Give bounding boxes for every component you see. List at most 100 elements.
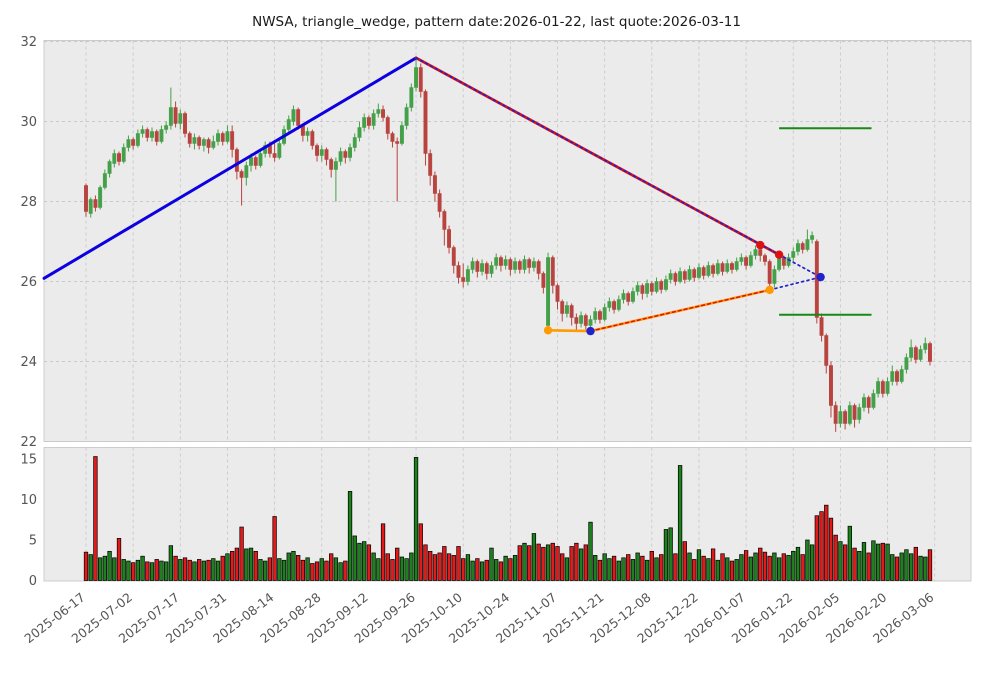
candle-body bbox=[767, 261, 772, 284]
candle-body bbox=[640, 285, 645, 294]
volume-bar bbox=[649, 550, 654, 581]
volume-bar bbox=[291, 550, 296, 581]
candle-body bbox=[527, 259, 532, 268]
candle-body bbox=[550, 257, 555, 286]
volume-bar bbox=[418, 523, 423, 581]
candle-body bbox=[456, 265, 461, 278]
volume-bar bbox=[739, 554, 744, 581]
candle-body bbox=[588, 319, 593, 326]
volume-bar bbox=[913, 546, 918, 581]
volume-bar bbox=[173, 555, 178, 581]
candle-body bbox=[343, 151, 348, 158]
candle-body bbox=[711, 265, 716, 274]
candle-body bbox=[88, 199, 93, 214]
volume-bar bbox=[413, 457, 419, 581]
candle-body bbox=[555, 285, 560, 302]
volume-bar bbox=[93, 456, 98, 581]
volume-bar bbox=[248, 547, 254, 581]
volume-bar bbox=[409, 552, 414, 581]
volume-bar bbox=[838, 541, 843, 581]
candle-body bbox=[630, 291, 635, 302]
candle-body bbox=[847, 405, 852, 424]
volume-bar bbox=[786, 555, 791, 581]
pivot-dot bbox=[543, 326, 553, 335]
candle-body bbox=[923, 343, 928, 350]
volume-bar bbox=[659, 554, 664, 581]
volume-bar bbox=[927, 549, 933, 581]
candle-body bbox=[291, 109, 296, 122]
volume-bar bbox=[805, 539, 810, 581]
volume-bar bbox=[682, 541, 687, 581]
candle-body bbox=[253, 157, 258, 166]
candle-body bbox=[885, 381, 890, 394]
candle-body bbox=[682, 271, 687, 280]
candle-body bbox=[715, 263, 720, 274]
candle-body bbox=[791, 251, 796, 258]
apex-projection-lower bbox=[768, 276, 822, 291]
volume-bar bbox=[875, 543, 881, 581]
volume-bar bbox=[83, 551, 89, 581]
volume-bar bbox=[758, 547, 763, 581]
volume-bar bbox=[88, 554, 93, 581]
volume-bar bbox=[442, 546, 447, 581]
candle-body bbox=[324, 149, 329, 160]
candle-body bbox=[286, 119, 291, 130]
candle-body bbox=[357, 127, 362, 138]
candle-body bbox=[654, 281, 659, 292]
volume-bar bbox=[333, 557, 339, 581]
volume-bar bbox=[743, 550, 749, 581]
volume-bar bbox=[894, 556, 900, 581]
candle-body bbox=[366, 117, 371, 126]
candle-body bbox=[121, 147, 126, 162]
volume-bar bbox=[164, 561, 169, 581]
y-tick-label: 32 bbox=[20, 35, 37, 50]
candle-body bbox=[645, 283, 650, 294]
candle-body bbox=[734, 261, 739, 270]
volume-bar bbox=[861, 542, 867, 581]
volume-bar bbox=[286, 552, 291, 581]
volume-bar bbox=[154, 559, 159, 581]
candle-body bbox=[465, 269, 470, 282]
chart-title: NWSA, triangle_wedge, pattern date:2026-… bbox=[252, 14, 741, 30]
candle-body bbox=[451, 247, 456, 266]
volume-bar bbox=[428, 550, 433, 581]
candle-body bbox=[895, 371, 899, 382]
candle-body bbox=[362, 117, 367, 128]
volume-bar bbox=[852, 547, 857, 581]
volume-bar bbox=[395, 547, 400, 581]
candle-body bbox=[390, 133, 395, 142]
candle-body bbox=[418, 67, 423, 92]
volume-bar bbox=[781, 553, 786, 581]
pivot-dot bbox=[774, 250, 784, 259]
candle-body bbox=[909, 347, 914, 358]
volume-bar bbox=[720, 553, 725, 581]
candle-body bbox=[805, 239, 810, 250]
volume-bar bbox=[602, 553, 607, 581]
volume-bar bbox=[112, 557, 117, 581]
candle-body bbox=[522, 259, 527, 270]
volume-bar bbox=[484, 559, 489, 581]
volume-bar bbox=[522, 542, 527, 581]
volume-bar bbox=[230, 550, 235, 581]
volume-bar bbox=[362, 541, 367, 581]
candle-body bbox=[178, 113, 183, 124]
volume-bar bbox=[692, 559, 697, 581]
candle-body bbox=[706, 265, 711, 276]
volume-bar bbox=[475, 558, 480, 581]
volume-bar bbox=[399, 556, 405, 581]
candle-body bbox=[272, 153, 277, 158]
volume-bar bbox=[795, 546, 801, 581]
candle-body bbox=[98, 187, 103, 208]
candle-body bbox=[819, 317, 824, 336]
candle-body bbox=[810, 235, 815, 240]
y-tick-label: 0 bbox=[29, 574, 37, 589]
volume-bar bbox=[329, 553, 334, 581]
candle-body bbox=[484, 263, 489, 274]
candle-body bbox=[168, 107, 173, 126]
volume-bar bbox=[654, 557, 659, 581]
candle-body bbox=[84, 185, 88, 212]
candle-body bbox=[602, 307, 607, 320]
volume-bar bbox=[437, 552, 442, 581]
volume-bars-group bbox=[83, 456, 933, 581]
